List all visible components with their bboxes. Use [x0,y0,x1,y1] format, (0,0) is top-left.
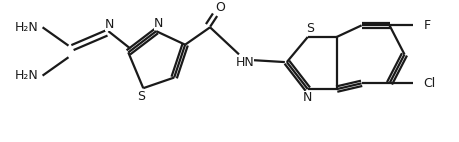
Text: N: N [302,91,312,104]
Text: S: S [137,90,145,103]
Text: H₂N: H₂N [15,21,38,34]
Text: F: F [422,19,430,32]
Text: N: N [153,17,162,30]
Text: HN: HN [235,56,254,69]
Text: O: O [215,1,224,14]
Text: Cl: Cl [422,77,435,90]
Text: H₂N: H₂N [15,69,38,82]
Text: N: N [105,18,114,31]
Text: S: S [305,22,313,35]
